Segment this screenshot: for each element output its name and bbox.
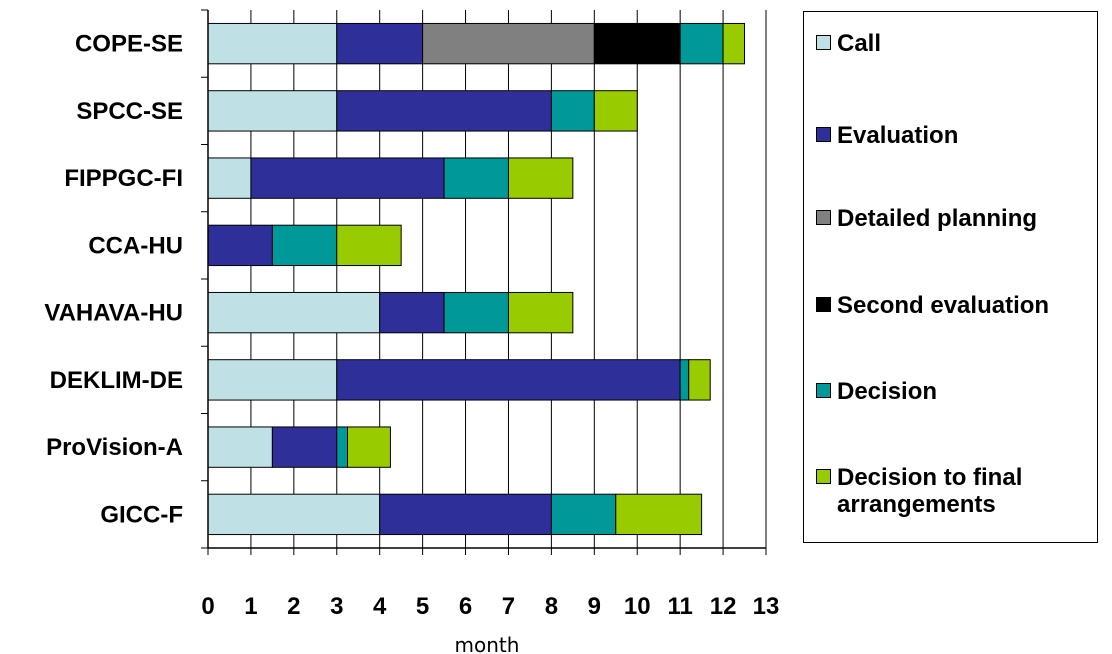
bar-segment — [250, 157, 445, 199]
bar-segment — [507, 291, 574, 334]
x-axis-title: month — [455, 633, 520, 654]
bars — [207, 22, 746, 536]
x-tick-label: 2 — [287, 593, 300, 620]
category-label: FIPPGC-FI — [64, 165, 183, 192]
category-label: SPCC-SE — [76, 98, 183, 125]
bar-segment — [336, 22, 424, 65]
bar-segment — [379, 493, 552, 536]
legend-item: Detailed planning — [816, 205, 1097, 232]
legend-item: Second evaluation — [816, 292, 1097, 319]
category-label: CCA-HU — [88, 232, 183, 259]
bar-segment — [336, 359, 681, 401]
bar-segment — [688, 359, 711, 401]
bar-segment — [443, 291, 509, 334]
x-tick-label: 11 — [667, 593, 692, 620]
x-tick-label: 5 — [416, 593, 429, 620]
bar-segment — [593, 22, 681, 65]
category-label: ProVision-A — [46, 434, 183, 461]
bar-segment — [336, 426, 348, 468]
legend-swatch — [816, 210, 831, 225]
bar-segment — [271, 224, 338, 267]
x-tick-label: 12 — [710, 593, 737, 620]
bar-segment — [207, 22, 338, 65]
bar-segment — [347, 426, 391, 468]
bar-segment — [507, 157, 574, 199]
legend-swatch — [816, 35, 831, 50]
category-label: GICC-F — [100, 501, 183, 528]
x-tick-label: 6 — [459, 593, 472, 620]
legend-swatch — [816, 383, 831, 398]
category-label: VAHAVA-HU — [44, 300, 183, 327]
bar-segment — [207, 493, 381, 536]
bar-segment — [379, 291, 445, 334]
legend-swatch — [816, 297, 831, 312]
bar-segment — [722, 22, 746, 65]
x-tick-label: 8 — [545, 593, 558, 620]
bar-segment — [271, 426, 338, 468]
x-tick-label: 10 — [624, 593, 651, 620]
bar-segment — [550, 90, 595, 132]
bar-segment — [207, 359, 338, 401]
bar-segment — [422, 22, 595, 65]
category-label: COPE-SE — [75, 31, 183, 58]
bar-segment — [336, 90, 552, 132]
bar-segment — [207, 224, 273, 267]
x-tick-label: 4 — [373, 593, 387, 620]
legend-label: Decision to final arrangements — [837, 464, 1023, 518]
bar-segment — [679, 22, 724, 65]
legend-item: Call — [816, 30, 1097, 57]
legend-item: Evaluation — [816, 122, 1097, 149]
bar-segment — [207, 157, 252, 199]
category-labels: COPE-SE SPCC-SE FIPPGC-FI CCA-HU VAHAVA-HU DE… — [44, 31, 183, 529]
legend-item: Decision — [816, 378, 1097, 405]
x-tick-label: 13 — [753, 593, 780, 620]
bar-segment — [615, 493, 703, 536]
axes — [201, 9, 767, 555]
x-tick-label: 3 — [330, 593, 343, 620]
legend-label: Second evaluation — [837, 292, 1050, 319]
x-tick-labels: 0 1 2 3 4 5 6 7 8 9 10 11 12 13 — [201, 593, 779, 620]
legend-label: Evaluation — [837, 122, 959, 149]
bar-segment — [593, 90, 638, 132]
x-tick-label: 7 — [502, 593, 515, 620]
legend-swatch — [816, 127, 831, 142]
legend: Call Evaluation Detailed planning Second ev… — [803, 11, 1098, 543]
legend-label: Decision — [837, 378, 938, 405]
x-tick-label: 1 — [244, 593, 257, 620]
bar-segment — [336, 224, 402, 267]
x-tick-label: 0 — [201, 593, 214, 620]
legend-swatch — [816, 469, 831, 484]
category-label: DEKLIM-DE — [50, 367, 183, 394]
bar-segment — [207, 291, 381, 334]
bar-segment — [550, 493, 617, 536]
x-tick-label: 9 — [588, 593, 601, 620]
bar-segment — [207, 90, 338, 132]
legend-item: Decision to final arrangements — [816, 464, 1097, 518]
legend-label: Detailed planning — [837, 205, 1038, 232]
legend-label: Call — [837, 30, 882, 57]
bar-segment — [679, 359, 690, 401]
bar-segment — [207, 426, 273, 468]
bar-segment — [443, 157, 509, 199]
